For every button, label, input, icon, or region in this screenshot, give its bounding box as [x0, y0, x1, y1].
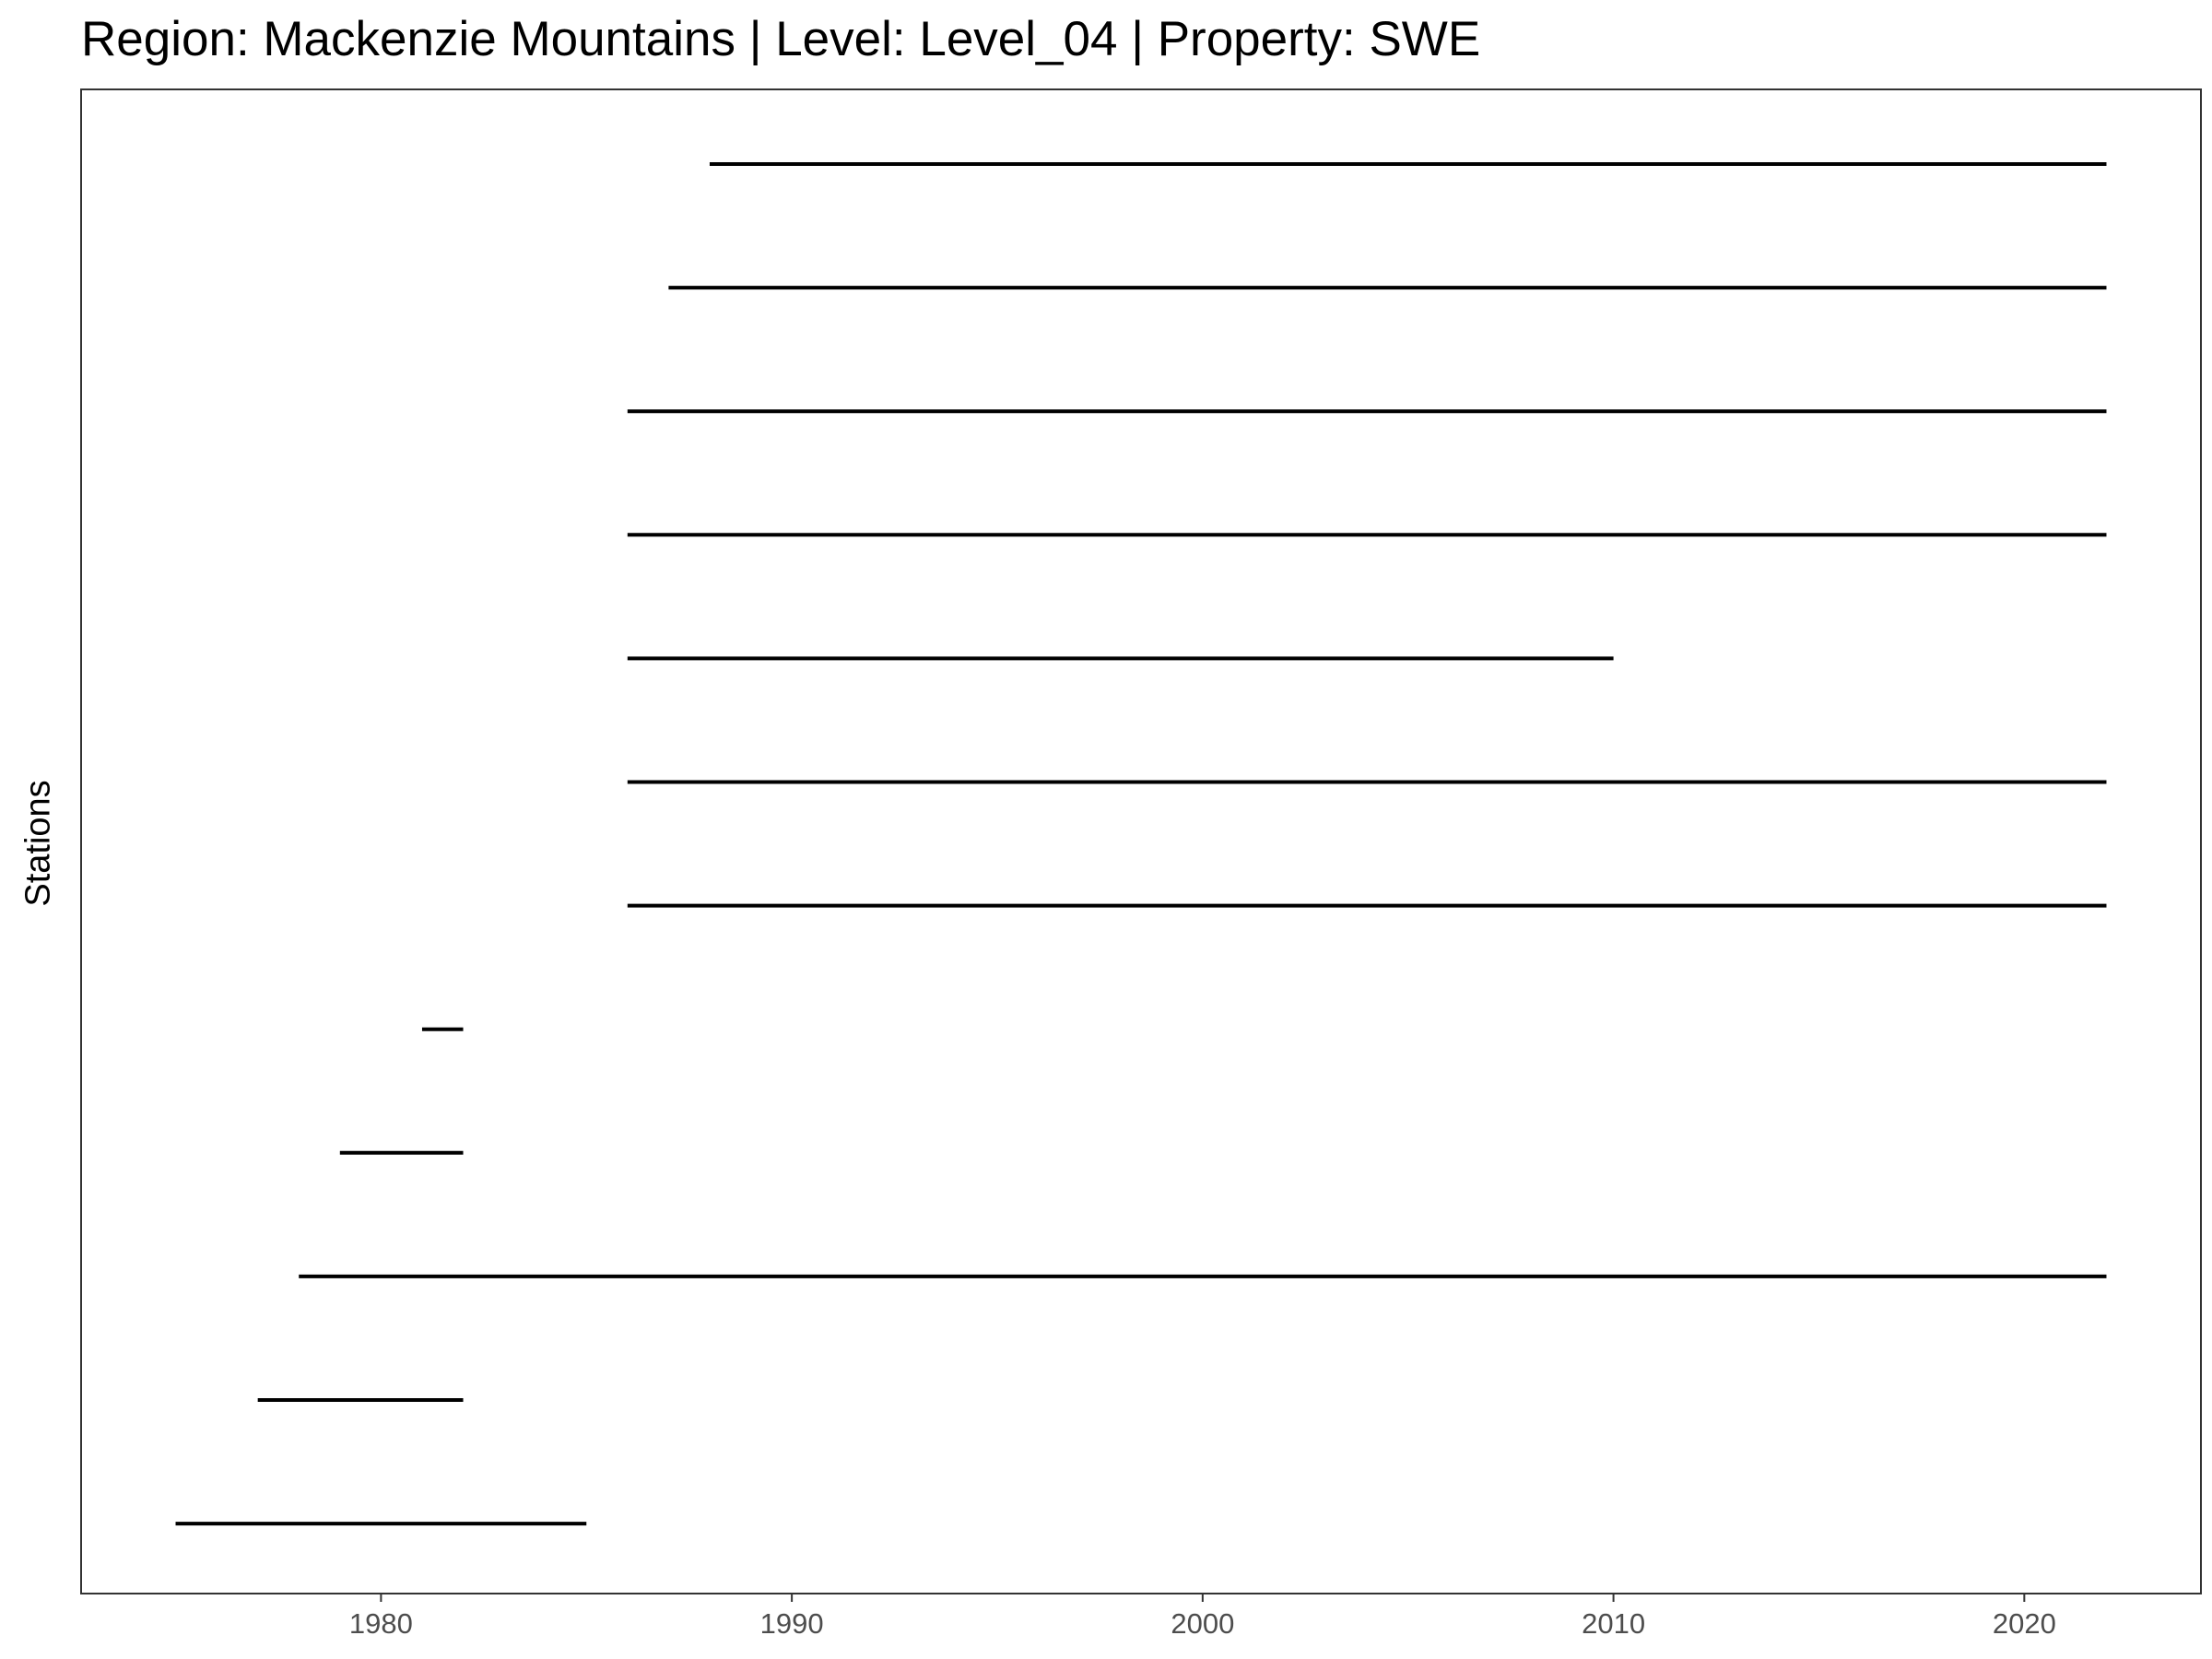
x-axis-ticks: 1980 1990 2000 2010 2020	[349, 1594, 2056, 1640]
plot-panel-border	[80, 88, 2202, 1594]
segment-group	[175, 162, 2107, 1526]
chart-title: Region: Mackenzie Mountains | Level: Lev…	[81, 12, 1481, 66]
x-tick-label-2020: 2020	[1993, 1607, 2056, 1640]
x-tick-label-1980: 1980	[349, 1607, 413, 1640]
x-tick-label-2010: 2010	[1582, 1607, 1645, 1640]
x-tick-label-2000: 2000	[1171, 1607, 1234, 1640]
x-tick-label-1990: 1990	[760, 1607, 824, 1640]
